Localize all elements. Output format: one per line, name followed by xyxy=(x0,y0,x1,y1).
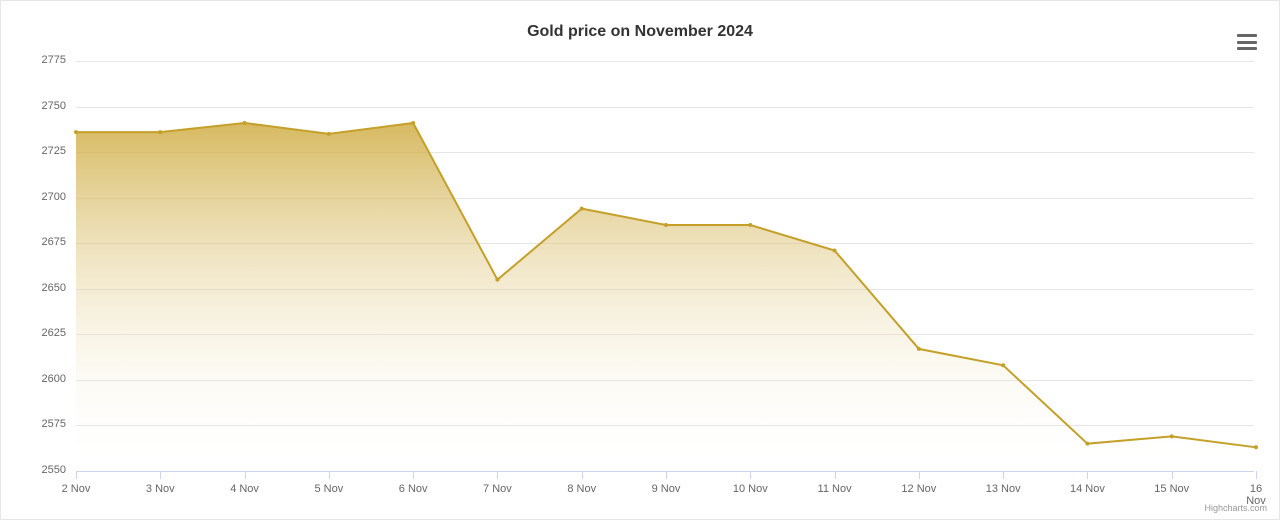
x-tick xyxy=(582,471,583,479)
y-tick-label: 2575 xyxy=(26,418,66,430)
x-tick-label: 4 Nov xyxy=(230,483,259,495)
chart-title: Gold price on November 2024 xyxy=(527,23,753,41)
x-tick-label: 7 Nov xyxy=(483,483,512,495)
x-tick-label: 9 Nov xyxy=(652,483,681,495)
y-tick-label: 2600 xyxy=(26,373,66,385)
data-point[interactable] xyxy=(411,121,415,125)
chart-credits[interactable]: Highcharts.com xyxy=(1204,503,1267,513)
y-tick-label: 2675 xyxy=(26,236,66,248)
x-tick xyxy=(1087,471,1088,479)
hamburger-icon xyxy=(1237,47,1257,50)
x-tick xyxy=(160,471,161,479)
data-point[interactable] xyxy=(1170,434,1174,438)
x-tick xyxy=(76,471,77,479)
x-tick-label: 2 Nov xyxy=(62,483,91,495)
x-tick-label: 13 Nov xyxy=(986,483,1021,495)
data-point[interactable] xyxy=(1085,442,1089,446)
x-tick xyxy=(1172,471,1173,479)
y-tick-label: 2550 xyxy=(26,464,66,476)
x-tick-label: 12 Nov xyxy=(901,483,936,495)
data-point[interactable] xyxy=(243,121,247,125)
x-tick xyxy=(1256,471,1257,479)
x-tick xyxy=(413,471,414,479)
data-point[interactable] xyxy=(833,249,837,253)
x-tick xyxy=(329,471,330,479)
data-point[interactable] xyxy=(1254,445,1258,449)
x-axis-line xyxy=(76,471,1254,472)
x-tick xyxy=(919,471,920,479)
area-fill xyxy=(76,123,1256,471)
data-point[interactable] xyxy=(748,223,752,227)
x-tick-label: 11 Nov xyxy=(818,483,852,495)
x-tick xyxy=(835,471,836,479)
data-point[interactable] xyxy=(495,278,499,282)
chart-svg xyxy=(76,61,1256,471)
chart-container: Gold price on November 2024 255025752600… xyxy=(1,1,1279,519)
data-point[interactable] xyxy=(1001,363,1005,367)
data-point[interactable] xyxy=(664,223,668,227)
x-tick-label: 6 Nov xyxy=(399,483,428,495)
hamburger-icon xyxy=(1237,34,1257,37)
y-tick-label: 2700 xyxy=(26,191,66,203)
x-tick xyxy=(245,471,246,479)
hamburger-icon xyxy=(1237,41,1257,44)
x-tick-label: 15 Nov xyxy=(1154,483,1189,495)
x-tick-label: 3 Nov xyxy=(146,483,175,495)
x-tick-label: 5 Nov xyxy=(314,483,343,495)
y-tick-label: 2650 xyxy=(26,282,66,294)
plot-area: 2550257526002625265026752700272527502775… xyxy=(76,61,1254,469)
y-tick-label: 2625 xyxy=(26,327,66,339)
chart-menu-button[interactable] xyxy=(1235,31,1259,53)
y-tick-label: 2775 xyxy=(26,54,66,66)
x-tick-label: 8 Nov xyxy=(567,483,596,495)
data-point[interactable] xyxy=(158,130,162,134)
x-tick xyxy=(1003,471,1004,479)
x-tick xyxy=(497,471,498,479)
x-tick xyxy=(666,471,667,479)
x-tick xyxy=(750,471,751,479)
x-tick-label: 14 Nov xyxy=(1070,483,1105,495)
y-tick-label: 2750 xyxy=(26,100,66,112)
data-point[interactable] xyxy=(580,207,584,211)
data-point[interactable] xyxy=(917,347,921,351)
data-point[interactable] xyxy=(74,130,78,134)
y-tick-label: 2725 xyxy=(26,145,66,157)
data-point[interactable] xyxy=(327,132,331,136)
x-tick-label: 10 Nov xyxy=(733,483,768,495)
